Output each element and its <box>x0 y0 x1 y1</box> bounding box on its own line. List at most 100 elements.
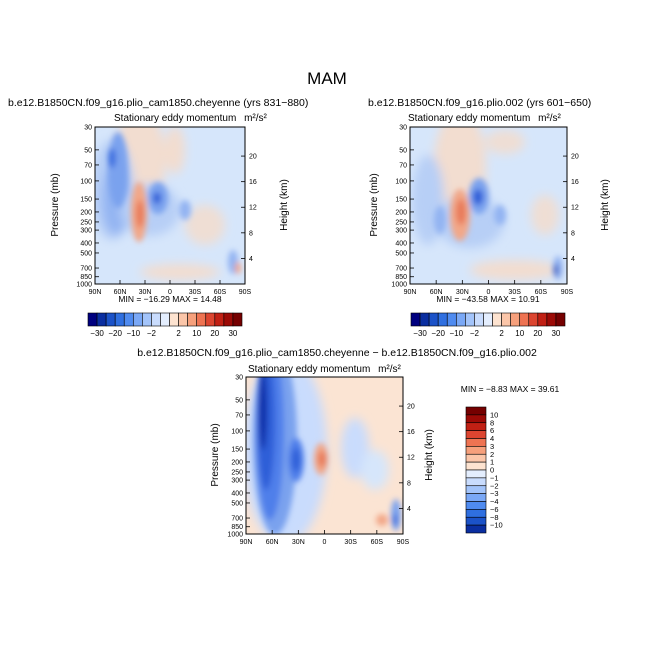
colorbar-swatch <box>223 312 234 327</box>
x-tick-label: 30S <box>189 289 202 296</box>
colorbar-label: 20 <box>533 329 542 338</box>
colorbar-swatch <box>483 312 493 327</box>
colorbar-swatch <box>132 312 143 327</box>
y2-tick-label: 12 <box>571 205 579 212</box>
x-tick-label: 30N <box>292 539 305 546</box>
colorbar-swatch <box>465 446 487 455</box>
y-tick-label: 1000 <box>391 282 407 289</box>
colorbar-swatch <box>205 312 216 327</box>
y2-tick-label: 16 <box>249 179 257 186</box>
colorbar-label: 10 <box>490 410 498 419</box>
y-tick-label: 850 <box>395 274 407 281</box>
y2-axis-label: Height (km) <box>600 179 611 231</box>
x-tick-label: 60N <box>266 539 279 546</box>
colorbar-swatch <box>546 312 557 327</box>
colorbar-swatch <box>96 312 107 327</box>
y2-tick-label: 20 <box>571 154 579 161</box>
colorbar-swatch <box>465 509 487 518</box>
y2-tick-label: 8 <box>407 480 411 487</box>
colorbar-swatch <box>196 312 207 327</box>
y-tick-label: 150 <box>395 197 407 204</box>
y-tick-label: 250 <box>231 469 243 476</box>
y-tick-label: 200 <box>395 209 407 216</box>
colorbar-label: −1 <box>490 473 499 482</box>
min-max-stats: MIN = −8.83 MAX = 39.61 <box>461 384 560 394</box>
y-tick-label: 50 <box>84 147 92 154</box>
colorbar: −30 −20 −10 −2 2 10 20 30 <box>87 312 243 338</box>
y-tick-label: 500 <box>231 500 243 507</box>
y-tick-label: 100 <box>395 178 407 185</box>
y-tick-label: 850 <box>231 524 243 531</box>
y2-tick-label: 8 <box>571 230 575 237</box>
min-max-stats: MIN = −16.29 MAX = 14.48 <box>118 294 222 304</box>
colorbar-swatch <box>474 312 484 327</box>
y-tick-label: 50 <box>235 397 243 404</box>
colorbar: −30 −20 −10 −2 2 10 20 30 <box>410 312 566 338</box>
colorbar-label: −20 <box>431 329 445 338</box>
colorbar-label: 2 <box>176 329 181 338</box>
colorbar-label: 2 <box>490 450 494 459</box>
x-tick-label: 0 <box>323 539 327 546</box>
colorbar-label: −20 <box>108 329 122 338</box>
colorbar-label: −2 <box>490 481 499 490</box>
colorbar-swatch <box>446 312 457 327</box>
x-tick-label: 60N <box>430 289 443 296</box>
y-tick-label: 70 <box>84 162 92 169</box>
colorbar-label: −10 <box>450 329 464 338</box>
y-tick-label: 700 <box>231 516 243 523</box>
colorbar-swatch <box>428 312 439 327</box>
colorbar-label: 6 <box>490 426 494 435</box>
y-axis-label: Pressure (mb) <box>50 173 61 236</box>
y2-tick-label: 16 <box>407 429 415 436</box>
panel-title: b.e12.B1850CN.f09_g16.plio_cam1850.cheye… <box>8 97 308 109</box>
x-tick-label: 60S <box>214 289 227 296</box>
y-tick-label: 70 <box>399 162 407 169</box>
colorbar-swatch <box>465 406 487 416</box>
colorbar-swatch <box>232 312 243 327</box>
y-tick-label: 300 <box>231 478 243 485</box>
contour-field <box>95 127 241 280</box>
y-tick-label: 70 <box>235 412 243 419</box>
panel-title: b.e12.B1850CN.f09_g16.plio.002 (yrs 601−… <box>368 97 591 109</box>
y2-tick-label: 12 <box>249 205 257 212</box>
colorbar-swatch <box>465 524 487 534</box>
colorbar-swatch <box>465 516 487 526</box>
y-tick-label: 200 <box>231 459 243 466</box>
y2-tick-label: 12 <box>407 455 415 462</box>
x-tick-label: 90N <box>240 539 253 546</box>
colorbar-swatch <box>510 312 521 327</box>
colorbar-swatch <box>501 312 511 327</box>
x-tick-label: 90N <box>89 289 102 296</box>
y-tick-label: 30 <box>399 125 407 132</box>
colorbar-swatch <box>465 453 487 463</box>
panel-subtitle: Stationary eddy momentum m²/s² <box>114 113 268 124</box>
y-tick-label: 400 <box>395 240 407 247</box>
colorbar-label: 3 <box>490 442 494 451</box>
colorbar-label: −4 <box>490 497 499 506</box>
colorbar-swatch <box>214 312 225 327</box>
colorbar-swatch <box>465 501 487 510</box>
y-tick-label: 700 <box>395 266 407 273</box>
panel-title: b.e12.B1850CN.f09_g16.plio_cam1850.cheye… <box>137 347 537 359</box>
y-tick-label: 100 <box>231 428 243 435</box>
colorbar-swatch <box>187 312 198 327</box>
x-tick-label: 0 <box>487 289 491 296</box>
colorbar-label: 30 <box>551 329 560 338</box>
colorbar-swatch <box>178 312 188 327</box>
y-tick-label: 300 <box>80 228 92 235</box>
y2-tick-label: 20 <box>407 404 415 411</box>
colorbar-swatch <box>419 312 430 327</box>
y2-tick-label: 4 <box>249 256 253 263</box>
y2-tick-label: 8 <box>249 230 253 237</box>
colorbar-label: 30 <box>228 329 237 338</box>
x-tick-label: 30N <box>139 289 152 296</box>
colorbar-swatch <box>492 312 502 327</box>
y-tick-label: 500 <box>80 250 92 257</box>
y-tick-label: 850 <box>80 274 92 281</box>
y-tick-label: 700 <box>80 266 92 273</box>
colorbar-label: −3 <box>490 489 499 498</box>
panel-left: b.e12.B1850CN.f09_g16.plio_cam1850.cheye… <box>8 97 308 338</box>
colorbar-swatch <box>528 312 539 327</box>
y-tick-label: 250 <box>80 219 92 226</box>
